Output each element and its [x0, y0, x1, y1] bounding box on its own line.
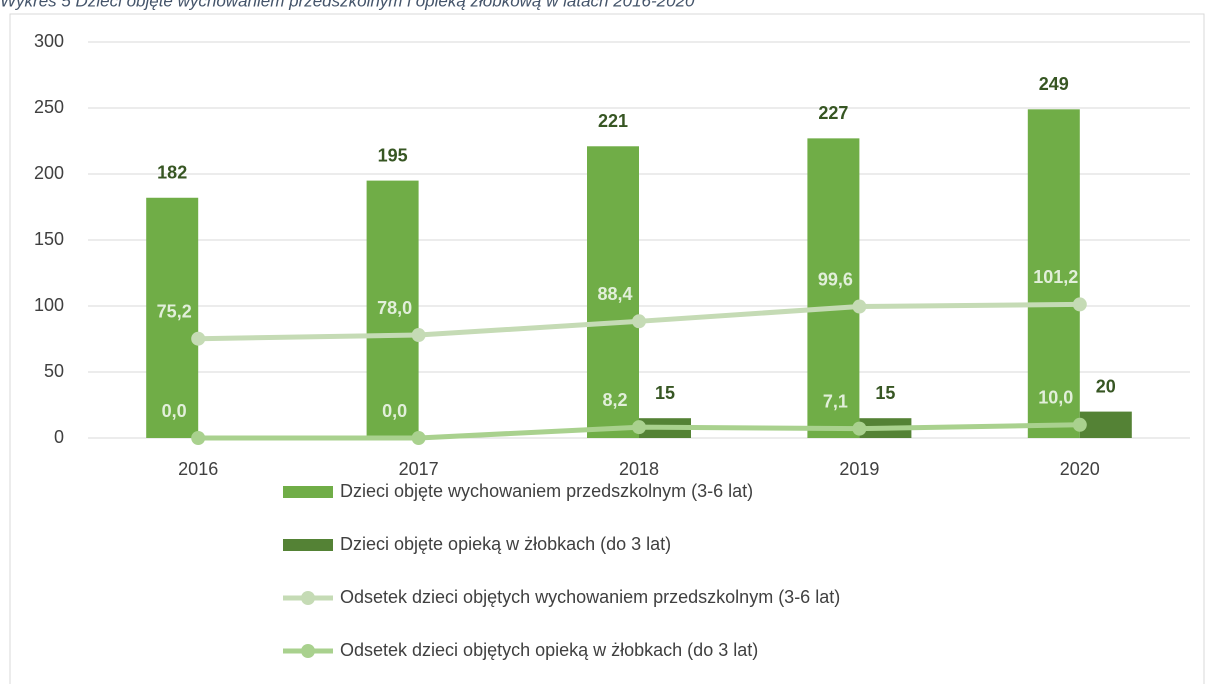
bar-value-label: 249	[1039, 74, 1069, 94]
legend-label: Dzieci objęte wychowaniem przedszkolnym …	[340, 481, 753, 501]
line-value-label: 78,0	[377, 298, 412, 318]
line-marker	[411, 328, 426, 343]
line-value-label: 7,1	[823, 391, 848, 411]
chart-title: Wykres 5 Dzieci objęte wychowaniem przed…	[0, 0, 695, 10]
bar-value-label: 20	[1096, 376, 1116, 396]
bar	[807, 138, 860, 439]
y-tick-label: 200	[34, 163, 64, 183]
chart-frame	[9, 13, 1205, 684]
bar	[366, 180, 419, 438]
bar	[146, 197, 199, 438]
legend-swatch	[301, 644, 315, 658]
legend-swatch	[301, 591, 315, 605]
line-marker	[1072, 297, 1087, 312]
line-value-label: 8,2	[602, 390, 627, 410]
line-marker	[632, 420, 646, 435]
x-tick-label: 2016	[178, 459, 218, 479]
legend-swatch	[283, 486, 333, 498]
y-tick-label: 300	[34, 31, 64, 51]
y-tick-label: 100	[34, 295, 64, 315]
line-value-label: 99,6	[818, 269, 853, 289]
line-marker	[191, 331, 206, 346]
legend-label: Dzieci objęte opieką w żłobkach (do 3 la…	[340, 534, 671, 554]
bar-value-label: 15	[655, 383, 675, 403]
x-tick-label: 2018	[619, 459, 659, 479]
y-tick-label: 50	[44, 361, 64, 381]
line-value-label: 101,2	[1033, 267, 1078, 287]
bar-value-label: 195	[378, 145, 408, 165]
x-tick-label: 2019	[839, 459, 879, 479]
line-value-label: 88,4	[597, 284, 632, 304]
x-tick-label: 2020	[1060, 459, 1100, 479]
line-value-label: 0,0	[162, 401, 187, 421]
line-marker	[1072, 417, 1087, 432]
line-marker	[852, 421, 867, 436]
bar-value-label: 227	[818, 103, 848, 123]
y-tick-label: 250	[34, 97, 64, 117]
line-value-label: 0,0	[382, 401, 407, 421]
legend-label: Odsetek dzieci objętych opieką w żłobkac…	[340, 640, 758, 660]
bar	[1027, 109, 1080, 438]
line-marker	[632, 314, 646, 329]
line-marker	[852, 299, 867, 314]
line-marker	[411, 431, 426, 445]
y-tick-label: 150	[34, 229, 64, 249]
legend-label: Odsetek dzieci objętych wychowaniem prze…	[340, 587, 840, 607]
x-tick-label: 2017	[399, 459, 439, 479]
bar	[1079, 411, 1132, 438]
line-value-label: 75,2	[157, 301, 192, 321]
line-marker	[191, 431, 206, 445]
legend-swatch	[283, 539, 333, 551]
bar-value-label: 15	[875, 383, 895, 403]
y-tick-label: 0	[54, 427, 64, 447]
bar	[587, 146, 639, 438]
line-value-label: 10,0	[1038, 388, 1073, 408]
bar-value-label: 221	[598, 111, 628, 131]
bar-value-label: 182	[157, 163, 187, 183]
